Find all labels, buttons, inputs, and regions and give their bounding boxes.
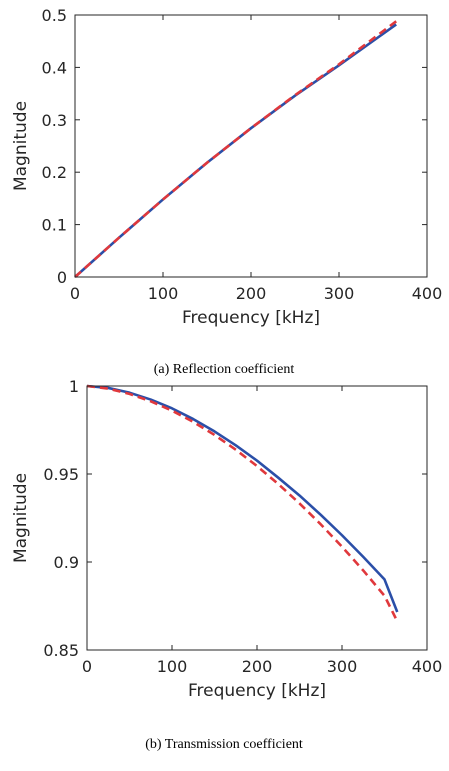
x-tick-label: 400 [412, 657, 443, 676]
y-tick-label: 0.1 [42, 216, 67, 235]
x-tick-label: 300 [327, 657, 358, 676]
x-tick-label: 0 [70, 284, 80, 303]
figure-caption: (a) Reflection coefficient [154, 362, 295, 377]
x-tick-label: 100 [148, 284, 179, 303]
y-tick-label: 0.5 [42, 6, 67, 25]
x-tick-label: 300 [324, 284, 355, 303]
y-tick-label: 0.95 [43, 465, 79, 484]
y-tick-label: 0.9 [54, 553, 79, 572]
y-axis-label: Magnitude [11, 101, 31, 191]
x-tick-label: 200 [236, 284, 267, 303]
y-tick-label: 0 [57, 268, 67, 287]
y-tick-label: 0.2 [42, 163, 67, 182]
x-axis-label: Frequency [kHz] [188, 681, 326, 701]
y-tick-label: 1 [69, 377, 79, 396]
figure-caption: (b) Transmission coefficient [145, 737, 303, 752]
plot-frame [74, 14, 428, 278]
x-tick-label: 400 [412, 284, 443, 303]
chart-1: 0 100 200 300 400 0.85 0.9 0.95 1 Frequency [kHz]… [11, 377, 442, 752]
x-axis-label: Frequency [kHz] [182, 308, 320, 328]
y-axis-label: Magnitude [11, 473, 31, 563]
series-solid-line [74, 23, 397, 278]
series-dashed-line [86, 384, 399, 622]
y-tick-label: 0.4 [42, 58, 67, 77]
chart-0: 0 100 200 300 400 0 0.1 0.2 0.3 0.4 0.5 Frequency [… [11, 6, 442, 377]
series-solid-line [86, 384, 399, 613]
y-tick-label: 0.3 [42, 111, 67, 130]
x-tick-label: 0 [82, 657, 92, 676]
series-dashed-line [74, 20, 397, 278]
x-tick-label: 200 [242, 657, 273, 676]
x-tick-label: 100 [157, 657, 188, 676]
plot-frame [86, 385, 428, 651]
y-tick-label: 0.85 [43, 641, 79, 660]
